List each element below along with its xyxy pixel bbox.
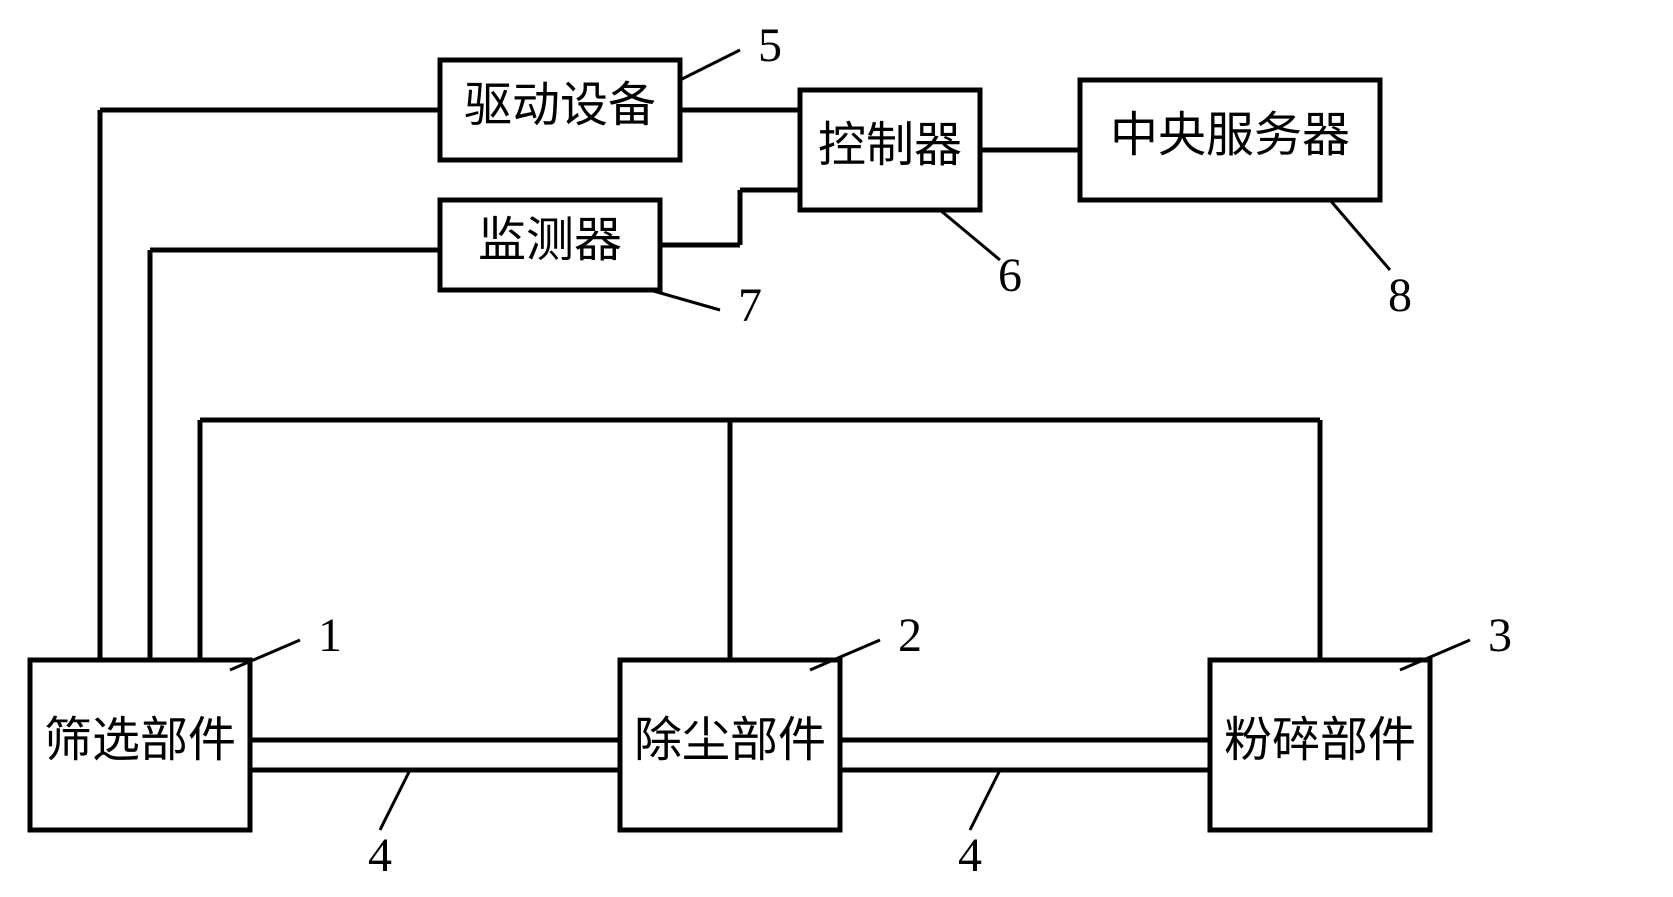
- leader-number-n7: 7: [738, 279, 762, 332]
- leader-n2: [810, 640, 880, 670]
- leader-n6: [940, 210, 1000, 260]
- block-label-n6: 控制器: [818, 119, 962, 172]
- leader-n7: [650, 290, 720, 310]
- block-label-n3: 粉碎部件: [1224, 714, 1416, 767]
- leader-belt4a: [380, 770, 410, 830]
- leader-number-belt4a: 4: [368, 829, 392, 882]
- block-label-n8: 中央服务器: [1110, 109, 1350, 162]
- leader-n1: [230, 640, 300, 670]
- block-label-n2: 除尘部件: [634, 714, 826, 767]
- leader-number-n8: 8: [1388, 269, 1412, 322]
- leader-n5: [680, 50, 740, 80]
- leader-number-belt4b: 4: [958, 829, 982, 882]
- leader-number-n1: 1: [318, 609, 342, 662]
- leader-number-n6: 6: [998, 249, 1022, 302]
- leader-n3: [1400, 640, 1470, 670]
- leader-n8: [1330, 200, 1390, 270]
- leader-number-n3: 3: [1488, 609, 1512, 662]
- leader-number-n2: 2: [898, 609, 922, 662]
- block-label-n1: 筛选部件: [44, 714, 236, 767]
- block-label-n7: 监测器: [478, 214, 622, 267]
- leader-number-n5: 5: [758, 19, 782, 72]
- block-label-n5: 驱动设备: [464, 79, 656, 132]
- leader-belt4b: [970, 770, 1000, 830]
